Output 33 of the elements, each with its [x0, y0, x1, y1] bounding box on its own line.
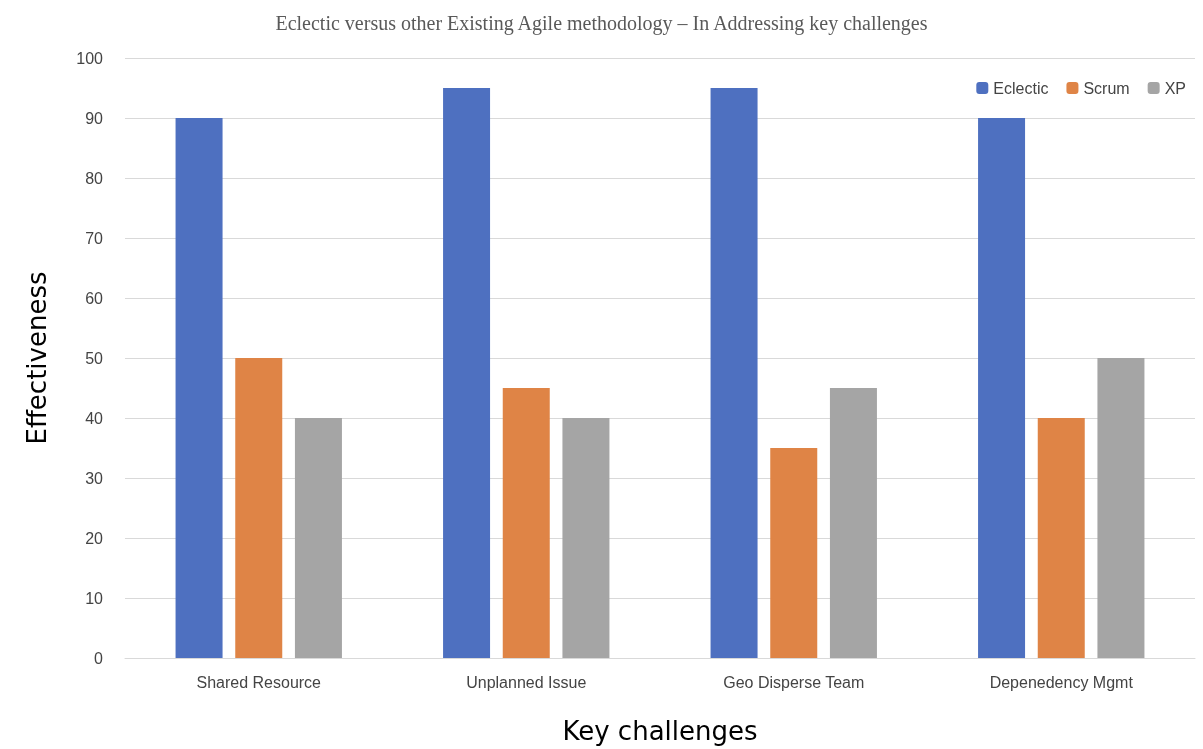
x-tick-label: Shared Resource: [196, 673, 322, 691]
y-tick-label: 90: [85, 109, 104, 127]
legend-label: Scrum: [1083, 79, 1130, 97]
y-tick-label: 50: [85, 349, 104, 367]
bar: [1097, 358, 1145, 658]
y-tick-label: 0: [94, 649, 104, 667]
x-axis-title: Key challenges: [562, 716, 758, 746]
y-tick-label: 30: [85, 469, 104, 487]
chart-title: Eclectic versus other Existing Agile methodology – In Addressing key challenges: [275, 12, 928, 35]
bar: [235, 358, 283, 658]
bar: [770, 448, 818, 658]
bar: [978, 118, 1026, 658]
x-tick-label: Geo Disperse Team: [723, 673, 865, 691]
y-axis-title: Effectiveness: [22, 271, 52, 445]
y-tick-label: 10: [85, 589, 104, 607]
bar: [562, 418, 610, 658]
x-tick-label: Depenedency Mgmt: [989, 673, 1134, 691]
bar: [175, 118, 223, 658]
y-tick-label: 60: [85, 289, 104, 307]
bar: [294, 418, 342, 658]
y-tick-label: 70: [85, 229, 104, 247]
legend-label: XP: [1164, 79, 1186, 97]
legend-label: Eclectic: [993, 79, 1049, 97]
bar: [443, 88, 491, 658]
y-tick-label: 100: [76, 49, 104, 67]
x-tick-label: Unplanned Issue: [466, 673, 587, 691]
y-tick-label: 20: [85, 529, 104, 547]
bar: [710, 88, 758, 658]
y-tick-label: 80: [85, 169, 104, 187]
bar: [829, 388, 877, 658]
bar: [502, 388, 550, 658]
bar: [1037, 418, 1085, 658]
y-tick-label: 40: [85, 409, 104, 427]
